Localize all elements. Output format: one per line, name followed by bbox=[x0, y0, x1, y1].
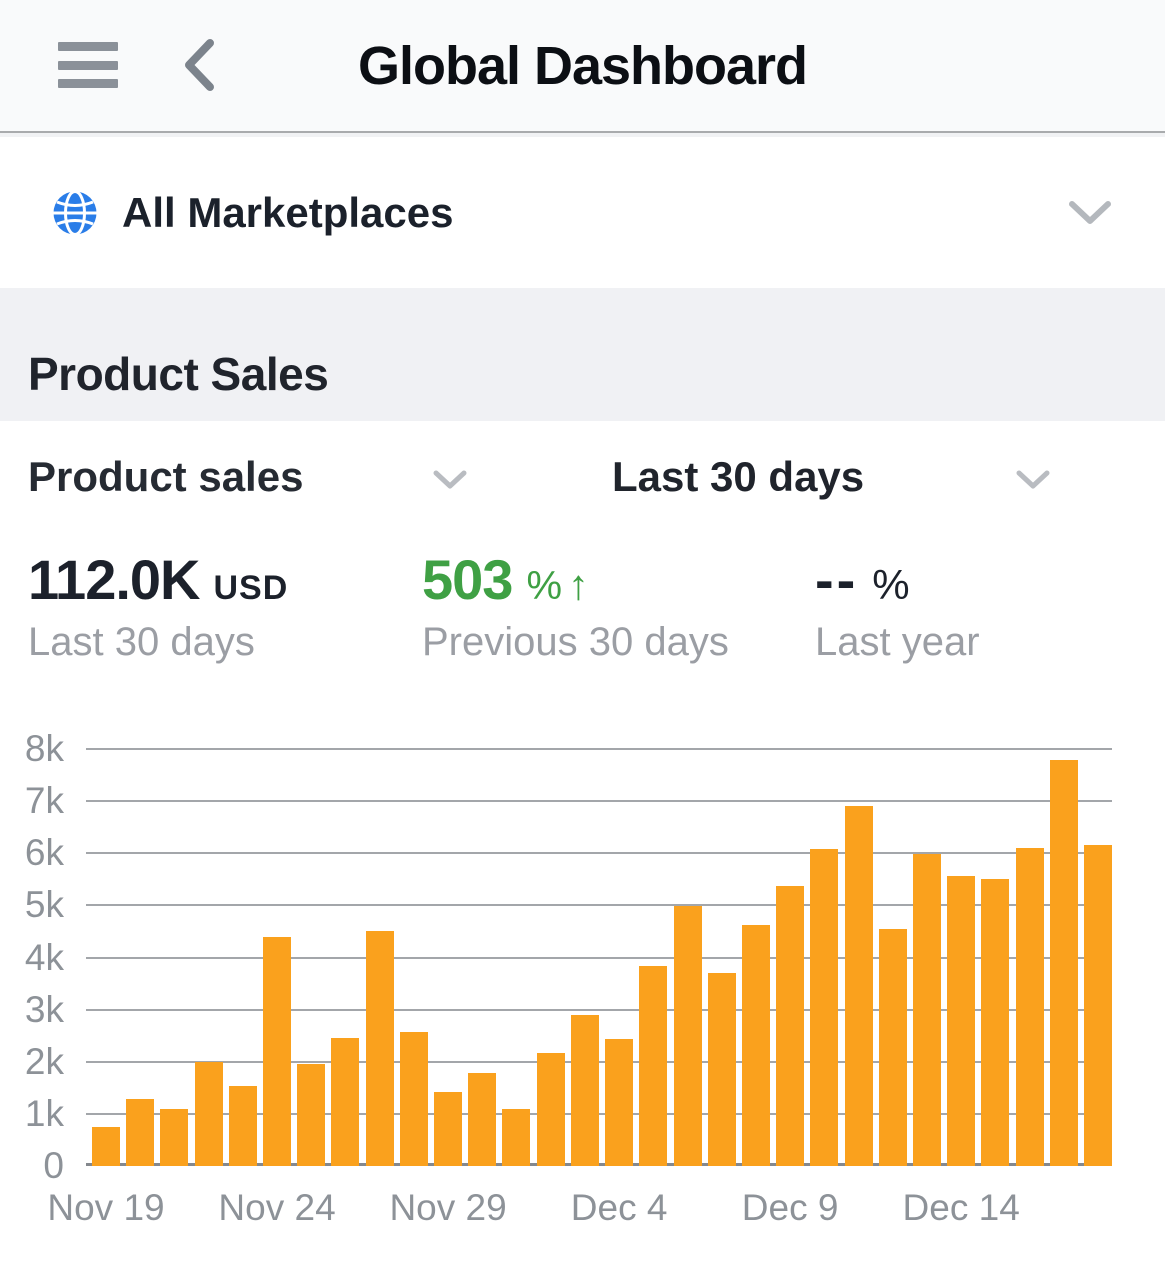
bar-dec-9[interactable] bbox=[776, 886, 805, 1166]
percent-sign: % bbox=[526, 564, 563, 608]
x-axis-tick-label: Dec 9 bbox=[741, 1187, 839, 1228]
stat-caption: Last year bbox=[815, 620, 980, 664]
stat-value: 503 bbox=[422, 548, 513, 611]
date-range-dropdown[interactable]: Last 30 days bbox=[612, 453, 864, 501]
bars-container bbox=[92, 749, 1112, 1166]
x-axis-tick-label: Dec 4 bbox=[570, 1187, 668, 1228]
chevron-down-icon[interactable] bbox=[432, 469, 468, 491]
header-divider-strip bbox=[0, 133, 1165, 137]
bar-nov-23[interactable] bbox=[228, 1085, 257, 1166]
header-divider bbox=[0, 131, 1165, 133]
bar-dec-18[interactable] bbox=[1084, 845, 1112, 1166]
chevron-down-icon[interactable] bbox=[1067, 199, 1113, 227]
stat-current-period: 112.0K USD Last 30 days bbox=[28, 547, 288, 665]
menu-icon[interactable] bbox=[58, 42, 118, 88]
sales-bar-chart: 0 1k 2k 3k 4k 5k 6k 7k 8k Nov 19 Nov 24 Nov 29 Dec 4… bbox=[0, 697, 1165, 1263]
bar-nov-29[interactable] bbox=[434, 1091, 463, 1166]
y-axis-tick-label: 0 bbox=[43, 1145, 64, 1186]
percent-sign: % bbox=[872, 561, 910, 608]
stat-change-vs-previous: 503 % ↑ Previous 30 days bbox=[422, 547, 729, 665]
bar-nov-26[interactable] bbox=[331, 1038, 360, 1166]
bar-dec-11[interactable] bbox=[844, 806, 873, 1166]
selector-row: Product sales Last 30 days bbox=[0, 453, 1165, 513]
bar-nov-19[interactable] bbox=[92, 1126, 120, 1166]
bar-dec-15[interactable] bbox=[981, 879, 1010, 1166]
stat-last-year: -- % Last year bbox=[815, 547, 980, 665]
x-axis-tick-label: Nov 24 bbox=[218, 1187, 336, 1228]
bar-nov-21[interactable] bbox=[160, 1108, 189, 1166]
gridline bbox=[86, 1112, 1112, 1115]
bar-dec-10[interactable] bbox=[810, 849, 839, 1166]
arrow-up-icon: ↑ bbox=[568, 561, 590, 608]
y-axis-tick-label: 3k bbox=[24, 988, 64, 1030]
y-axis-tick-label: 2k bbox=[24, 1040, 64, 1082]
date-range-label: Last 30 days bbox=[612, 453, 865, 500]
x-axis-tick-label: Dec 14 bbox=[902, 1187, 1020, 1228]
page-title: Global Dashboard bbox=[357, 35, 808, 96]
bar-dec-6[interactable] bbox=[673, 906, 702, 1166]
bar-nov-30[interactable] bbox=[468, 1073, 497, 1166]
stats-row: 112.0K USD Last 30 days 503 % ↑ Previous… bbox=[0, 547, 1165, 667]
chevron-down-icon[interactable] bbox=[1015, 469, 1051, 491]
gridline bbox=[86, 904, 1112, 907]
bar-nov-27[interactable] bbox=[365, 931, 394, 1166]
bar-dec-13[interactable] bbox=[912, 853, 941, 1166]
bar-nov-22[interactable] bbox=[194, 1061, 223, 1166]
y-axis-tick-label: 7k bbox=[24, 780, 64, 822]
gridline bbox=[86, 956, 1112, 959]
metric-dropdown-label: Product sales bbox=[28, 453, 304, 500]
globe-icon bbox=[53, 189, 97, 236]
x-axis-tick-label: Nov 19 bbox=[47, 1187, 165, 1228]
back-chevron-icon bbox=[185, 39, 214, 91]
y-axis-tick-label: 5k bbox=[24, 884, 64, 926]
gridline bbox=[86, 748, 1112, 750]
plot-area bbox=[86, 748, 1112, 1166]
app-header: Global Dashboard bbox=[0, 0, 1165, 131]
y-axis-tick-label: 6k bbox=[24, 832, 64, 874]
gridline bbox=[86, 1008, 1112, 1011]
gridline bbox=[86, 800, 1112, 803]
section-title: Product Sales bbox=[28, 347, 329, 400]
bar-dec-14[interactable] bbox=[947, 875, 976, 1166]
y-axis-tick-label: 1k bbox=[24, 1092, 64, 1134]
bar-dec-7[interactable] bbox=[707, 973, 736, 1166]
section-header: Product Sales bbox=[0, 288, 1165, 421]
bar-dec-4[interactable] bbox=[605, 1039, 634, 1166]
bar-dec-16[interactable] bbox=[1015, 847, 1044, 1166]
gridline bbox=[86, 852, 1112, 855]
bar-dec-3[interactable] bbox=[570, 1014, 599, 1166]
marketplace-selector[interactable]: All Marketplaces bbox=[0, 137, 1165, 288]
bar-nov-28[interactable] bbox=[399, 1032, 428, 1166]
x-axis-tick-label: Nov 29 bbox=[389, 1187, 507, 1228]
bar-nov-24[interactable] bbox=[263, 936, 292, 1166]
bar-dec-5[interactable] bbox=[639, 966, 668, 1166]
stat-value: -- bbox=[815, 548, 859, 611]
bar-nov-20[interactable] bbox=[126, 1099, 155, 1166]
metric-dropdown[interactable]: Product sales bbox=[28, 453, 303, 501]
bar-dec-1[interactable] bbox=[502, 1108, 531, 1166]
bar-dec-2[interactable] bbox=[536, 1052, 565, 1166]
y-axis-tick-label: 8k bbox=[24, 728, 64, 769]
bar-dec-17[interactable] bbox=[1049, 760, 1078, 1166]
bar-dec-8[interactable] bbox=[741, 924, 770, 1166]
gridline bbox=[86, 1060, 1112, 1063]
stat-caption: Previous 30 days bbox=[422, 620, 729, 664]
stat-caption: Last 30 days bbox=[28, 620, 255, 664]
bar-nov-25[interactable] bbox=[297, 1064, 326, 1166]
stat-unit: USD bbox=[213, 569, 289, 607]
y-axis-tick-label: 4k bbox=[24, 936, 64, 978]
back-button[interactable] bbox=[176, 36, 224, 94]
marketplace-label: All Marketplaces bbox=[122, 188, 454, 236]
bar-dec-12[interactable] bbox=[878, 929, 907, 1166]
stat-value: 112.0K bbox=[28, 548, 200, 611]
